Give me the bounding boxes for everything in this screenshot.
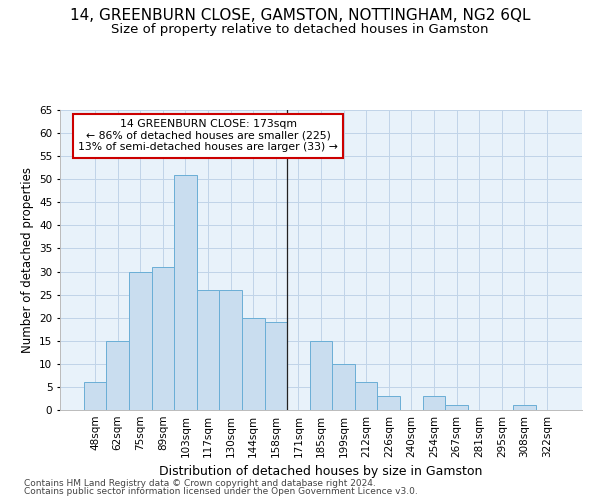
- Bar: [152, 267, 174, 410]
- Bar: [84, 382, 106, 410]
- Bar: [106, 341, 129, 410]
- Text: Contains public sector information licensed under the Open Government Licence v3: Contains public sector information licen…: [24, 487, 418, 496]
- Text: 14 GREENBURN CLOSE: 173sqm
← 86% of detached houses are smaller (225)
13% of sem: 14 GREENBURN CLOSE: 173sqm ← 86% of deta…: [78, 119, 338, 152]
- Bar: [445, 406, 468, 410]
- Bar: [242, 318, 265, 410]
- Bar: [332, 364, 355, 410]
- Y-axis label: Number of detached properties: Number of detached properties: [20, 167, 34, 353]
- Bar: [265, 322, 287, 410]
- Bar: [220, 290, 242, 410]
- Bar: [310, 341, 332, 410]
- Bar: [377, 396, 400, 410]
- Text: 14, GREENBURN CLOSE, GAMSTON, NOTTINGHAM, NG2 6QL: 14, GREENBURN CLOSE, GAMSTON, NOTTINGHAM…: [70, 8, 530, 22]
- X-axis label: Distribution of detached houses by size in Gamston: Distribution of detached houses by size …: [160, 466, 482, 478]
- Bar: [197, 290, 220, 410]
- Bar: [513, 406, 536, 410]
- Text: Contains HM Land Registry data © Crown copyright and database right 2024.: Contains HM Land Registry data © Crown c…: [24, 478, 376, 488]
- Bar: [422, 396, 445, 410]
- Bar: [355, 382, 377, 410]
- Text: Size of property relative to detached houses in Gamston: Size of property relative to detached ho…: [111, 22, 489, 36]
- Bar: [174, 174, 197, 410]
- Bar: [129, 272, 152, 410]
